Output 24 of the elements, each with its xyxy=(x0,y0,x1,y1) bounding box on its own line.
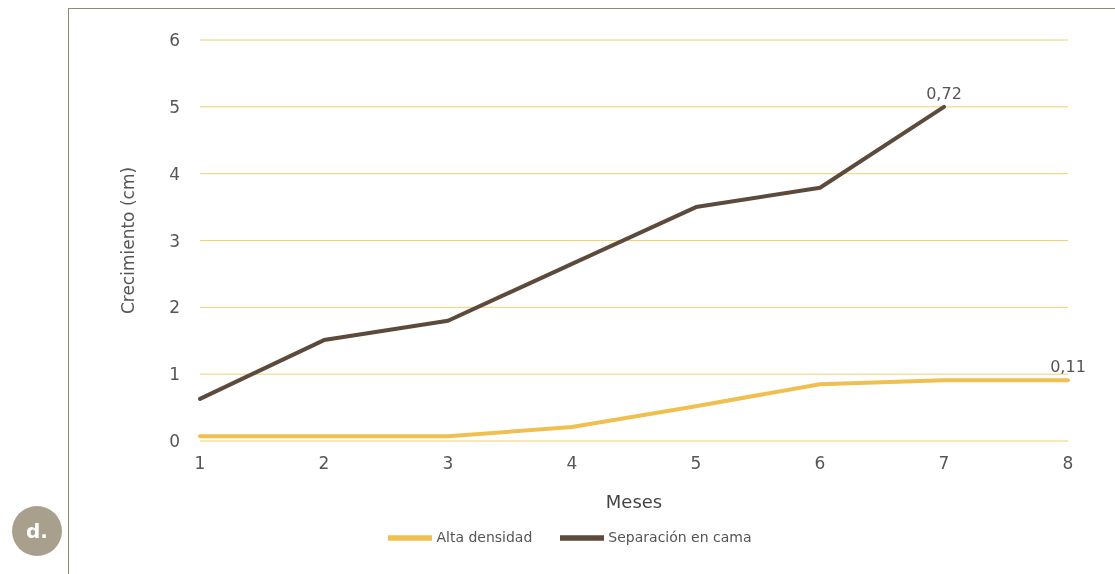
x-tick-label: 5 xyxy=(690,453,702,474)
x-tick-label: 4 xyxy=(566,453,578,474)
x-tick-label: 8 xyxy=(1062,453,1074,474)
line-series xyxy=(198,104,946,401)
x-axis-title: Meses xyxy=(605,491,663,512)
y-tick-label: 6 xyxy=(169,30,180,51)
y-tick-label: 5 xyxy=(169,96,180,117)
y-tick-label: 1 xyxy=(169,364,180,385)
y-tick-label: 2 xyxy=(169,297,180,318)
circle-badge: d. xyxy=(12,506,62,556)
annotation: 0,72 xyxy=(926,83,962,103)
x-tick-label: 6 xyxy=(814,453,826,474)
x-tick-label: 7 xyxy=(938,453,950,474)
y-tick-label: 3 xyxy=(169,230,180,251)
y-tick-label: 0 xyxy=(169,431,180,452)
legend-label: Alta densidad xyxy=(436,529,533,545)
y-axis-title: Crecimiento (cm) xyxy=(118,166,139,315)
x-tick-label: 1 xyxy=(194,453,206,474)
legend-label: Separación en cama xyxy=(608,529,752,545)
x-tick-label: 2 xyxy=(318,453,330,474)
x-tick-label: 3 xyxy=(442,453,454,474)
line-series xyxy=(198,378,1070,439)
y-tick-label: 4 xyxy=(169,163,180,184)
annotation: 0,11 xyxy=(1050,357,1086,377)
